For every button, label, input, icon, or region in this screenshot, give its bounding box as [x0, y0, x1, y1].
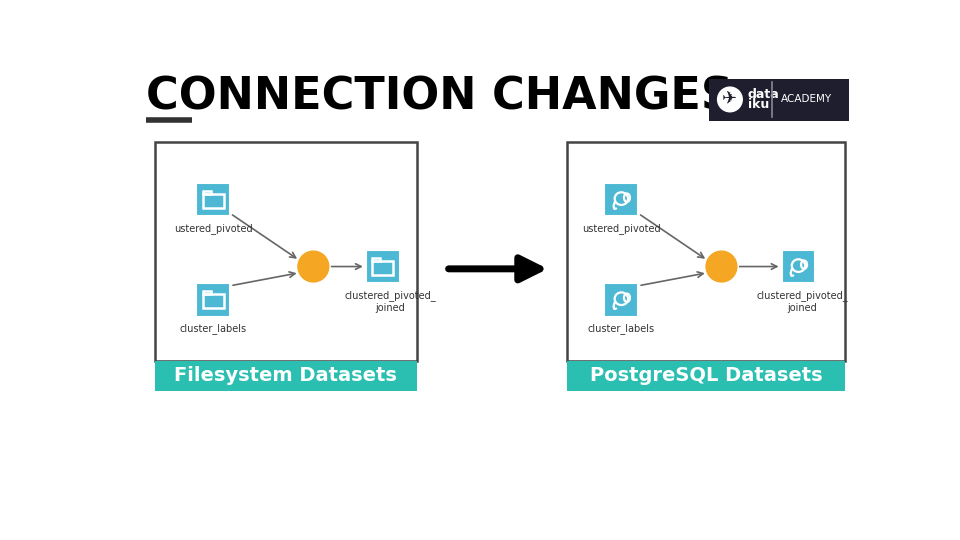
FancyBboxPatch shape: [366, 249, 399, 284]
Circle shape: [718, 87, 742, 112]
Text: ustered_pivoted: ustered_pivoted: [582, 222, 660, 234]
Bar: [203, 294, 224, 308]
FancyBboxPatch shape: [709, 79, 850, 121]
Text: iku: iku: [748, 98, 769, 111]
Text: clustered_pivoted_
joined: clustered_pivoted_ joined: [756, 289, 848, 313]
Text: Filesystem Datasets: Filesystem Datasets: [174, 366, 397, 386]
FancyBboxPatch shape: [567, 142, 845, 361]
Text: PostgreSQL Datasets: PostgreSQL Datasets: [589, 366, 823, 386]
FancyBboxPatch shape: [196, 183, 230, 217]
Text: clustered_pivoted_
joined: clustered_pivoted_ joined: [345, 289, 436, 313]
Text: ustered_pivoted: ustered_pivoted: [174, 222, 252, 234]
Bar: [372, 261, 394, 275]
Text: ACADEMY: ACADEMY: [780, 94, 832, 104]
FancyBboxPatch shape: [155, 142, 417, 361]
FancyBboxPatch shape: [155, 361, 417, 390]
Text: data: data: [748, 87, 780, 100]
FancyBboxPatch shape: [605, 183, 638, 217]
Text: cluster_labels: cluster_labels: [588, 323, 655, 334]
FancyBboxPatch shape: [567, 361, 845, 390]
FancyBboxPatch shape: [196, 283, 230, 316]
Text: CONNECTION CHANGES: CONNECTION CHANGES: [146, 76, 732, 119]
Bar: [372, 258, 380, 261]
Bar: [203, 291, 211, 294]
FancyBboxPatch shape: [781, 249, 815, 284]
Circle shape: [706, 251, 737, 282]
FancyBboxPatch shape: [605, 283, 638, 316]
Circle shape: [298, 251, 328, 282]
Bar: [203, 194, 224, 208]
Bar: [203, 191, 211, 194]
Text: ✈: ✈: [722, 90, 737, 109]
Text: cluster_labels: cluster_labels: [180, 323, 247, 334]
